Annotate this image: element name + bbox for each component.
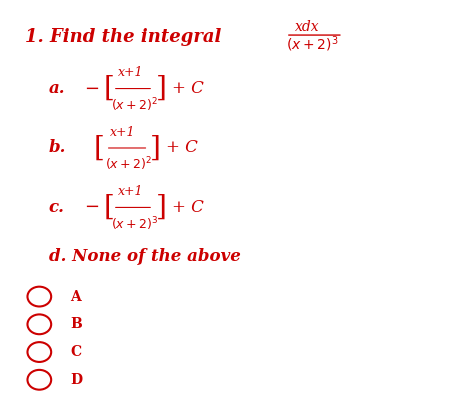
Text: 1. Find the integral: 1. Find the integral xyxy=(25,28,221,46)
Text: + C: + C xyxy=(172,80,204,97)
Text: $(x+2)^3$: $(x+2)^3$ xyxy=(285,34,337,54)
Text: [: [ xyxy=(103,194,114,221)
Text: [: [ xyxy=(103,75,114,102)
Text: a.: a. xyxy=(49,80,65,97)
Text: x+1: x+1 xyxy=(117,66,143,79)
Text: x+1: x+1 xyxy=(109,126,135,138)
Text: A: A xyxy=(70,290,81,304)
Text: C: C xyxy=(70,345,81,359)
Text: x+1: x+1 xyxy=(117,185,143,198)
Text: + C: + C xyxy=(172,199,204,216)
Text: $(x+2)^2$: $(x+2)^2$ xyxy=(105,156,152,174)
Text: D: D xyxy=(70,373,82,387)
Text: ]: ] xyxy=(149,134,160,162)
Text: b.: b. xyxy=(49,140,66,156)
Text: xdx: xdx xyxy=(295,20,319,34)
Text: ]: ] xyxy=(155,75,166,102)
Text: d. None of the above: d. None of the above xyxy=(49,249,240,265)
Text: ]: ] xyxy=(155,194,166,221)
Text: −: − xyxy=(84,198,99,216)
Text: c.: c. xyxy=(49,199,65,216)
Text: [: [ xyxy=(94,134,105,162)
Text: $(x+2)^2$: $(x+2)^2$ xyxy=(111,97,158,114)
Text: + C: + C xyxy=(166,140,198,156)
Text: $(x+2)^3$: $(x+2)^3$ xyxy=(111,215,159,233)
Text: B: B xyxy=(70,317,82,331)
Text: −: − xyxy=(84,79,99,98)
